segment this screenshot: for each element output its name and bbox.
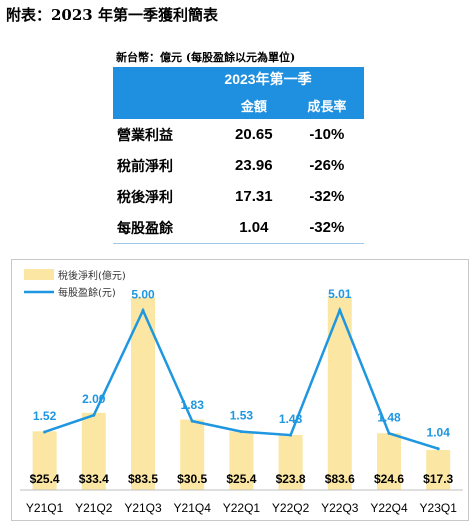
row-label: 每股盈餘: [113, 212, 218, 244]
bar-value-label: $83.6: [325, 472, 355, 486]
bar-value-label: $24.6: [374, 472, 404, 486]
eps-value-label: 2.00: [82, 392, 106, 406]
eps-point: [141, 309, 145, 312]
eps-point: [387, 431, 391, 435]
bar: [180, 419, 205, 490]
period-header: 2023年第一季: [113, 67, 364, 91]
table-row: 稅後淨利 17.31 -32%: [113, 181, 364, 212]
row-growth: -10%: [309, 126, 345, 143]
x-tick-label: Y23Q1: [420, 501, 458, 515]
profit-summary-table: 2023年第一季 金額 成長率 營業利益 20.65 -10% 稅前淨利 23.…: [113, 67, 364, 244]
bar-value-label: $23.8: [276, 472, 306, 486]
table-header-columns-row: 金額 成長率: [113, 91, 364, 119]
eps-point: [436, 447, 440, 451]
eps-value-label: 1.43: [279, 412, 303, 426]
bar: [81, 412, 106, 490]
bar: [377, 433, 401, 490]
bar: [426, 450, 451, 490]
eps-point: [289, 433, 293, 437]
table-row: 營業利益 20.65 -10%: [113, 119, 364, 150]
x-tick-label: Y21Q2: [75, 501, 113, 515]
eps-value-label: 1.04: [427, 426, 451, 440]
eps-value-label: 1.53: [230, 409, 254, 423]
eps-point: [92, 413, 96, 417]
eps-value-label: 5.00: [131, 288, 155, 302]
legend-swatch-bar: [24, 269, 54, 280]
row-label: 營業利益: [117, 127, 173, 144]
header-blank: [113, 91, 218, 119]
bar-value-label: $33.4: [79, 472, 109, 486]
x-tick-label: Y21Q1: [26, 501, 64, 515]
eps-value-label: 1.83: [181, 398, 205, 412]
table-row: 稅前淨利 23.96 -26%: [113, 150, 364, 181]
bar-value-label: $30.5: [177, 472, 207, 486]
eps-point: [338, 308, 342, 312]
bar: [229, 431, 254, 490]
page-title: 附表：2023 年第一季獲利簡表: [6, 6, 218, 24]
bar-value-label: $83.5: [128, 472, 158, 486]
legend-label-eps: 每股盈餘(元): [58, 286, 116, 299]
eps-point: [43, 430, 47, 434]
bar-value-label: $17.3: [423, 472, 453, 486]
row-amount: 20.65: [235, 126, 273, 143]
eps-value-label: 5.01: [328, 287, 352, 301]
bar-value-label: $25.4: [226, 472, 256, 486]
table-row: 每股盈餘 1.04 -32%: [113, 212, 364, 244]
col-amount-header: 金額: [218, 91, 290, 119]
unit-note: 新台幣：億元 (每股盈餘以元為單位): [116, 51, 296, 64]
row-amount: 17.31: [235, 188, 273, 205]
x-tick-label: Y22Q3: [321, 501, 359, 515]
bar: [278, 435, 303, 490]
x-tick-label: Y21Q3: [124, 501, 162, 515]
bar: [327, 296, 352, 490]
eps-point: [190, 419, 194, 423]
row-amount: 23.96: [235, 157, 273, 174]
eps-point: [239, 430, 243, 434]
bar-value-label: $25.4: [30, 472, 60, 486]
row-growth: -26%: [309, 157, 345, 174]
eps-value-label: 1.52: [33, 409, 57, 423]
chart-frame: [11, 259, 469, 521]
x-tick-label: Y22Q4: [370, 501, 408, 515]
row-amount: 1.04: [218, 212, 290, 244]
row-label: 稅前淨利: [117, 158, 173, 175]
row-growth: -32%: [309, 188, 345, 205]
eps-value-label: 1.48: [377, 410, 401, 424]
x-tick-label: Y22Q2: [272, 501, 310, 515]
x-tick-label: Y22Q1: [223, 501, 261, 515]
table-header-period-row: 2023年第一季: [113, 67, 364, 91]
legend-label-net-income: 稅後淨利(億元): [58, 269, 126, 282]
x-tick-label: Y21Q4: [174, 501, 212, 515]
bar: [32, 431, 57, 490]
col-growth-header: 成長率: [289, 91, 364, 119]
row-growth: -32%: [289, 212, 364, 244]
row-label: 稅後淨利: [117, 189, 173, 206]
